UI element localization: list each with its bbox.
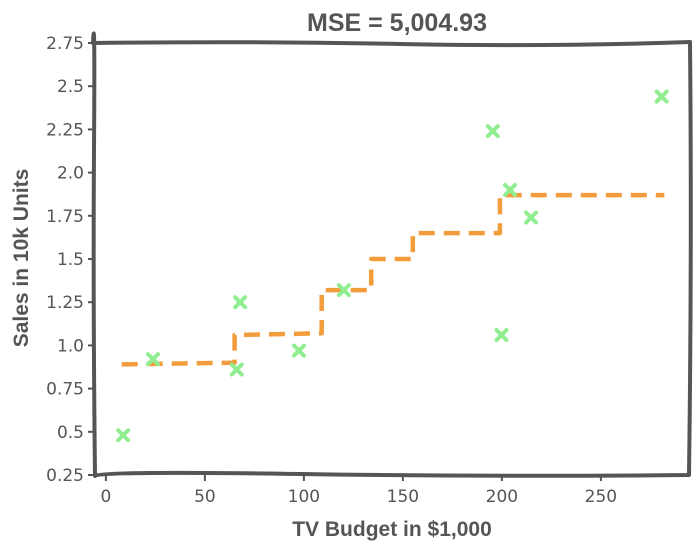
x-axis-label: TV Budget in $1,000 [292,518,492,541]
x-tick-label: 150 [387,487,419,507]
data-point [524,210,539,225]
data-point [233,295,248,310]
plot-area [116,89,669,443]
data-point [116,428,131,443]
y-tick-label: 1.5 [57,250,84,270]
chart-title: MSE = 5,004.93 [307,9,487,37]
y-axis: 0.25 0.5 0.75 1.0 1.25 1.5 1.75 2.0 2.25 2.5 2.75 [46,34,94,486]
y-tick-label: 2.25 [46,120,84,140]
data-point [229,362,244,377]
data-point [146,352,161,367]
y-tick-label: 1.0 [57,336,84,356]
x-tick-label: 200 [486,487,518,507]
y-tick-label: 1.75 [46,207,84,227]
data-point [291,343,306,358]
y-tick-label: 2.75 [46,34,84,54]
y-tick-label: 0.5 [57,423,84,443]
y-axis-label: Sales in 10k Units [10,169,33,348]
y-tick-label: 1.25 [46,293,84,313]
data-point [494,328,509,343]
data-point [654,89,669,104]
x-tick-label: 50 [194,487,216,507]
y-tick-label: 0.25 [46,466,84,486]
y-tick-label: 0.75 [46,380,84,400]
y-tick-label: 2.5 [57,77,84,97]
data-point [503,182,518,197]
fit-line [121,192,665,367]
data-point [336,283,351,298]
y-tick-label: 2.0 [57,164,84,184]
x-tick-label: 0 [100,487,111,507]
x-tick-label: 250 [585,487,617,507]
data-point [485,124,500,139]
x-tick-label: 100 [288,487,320,507]
x-axis: 0 50 100 150 200 250 [100,475,617,507]
plot-frame [91,31,693,478]
